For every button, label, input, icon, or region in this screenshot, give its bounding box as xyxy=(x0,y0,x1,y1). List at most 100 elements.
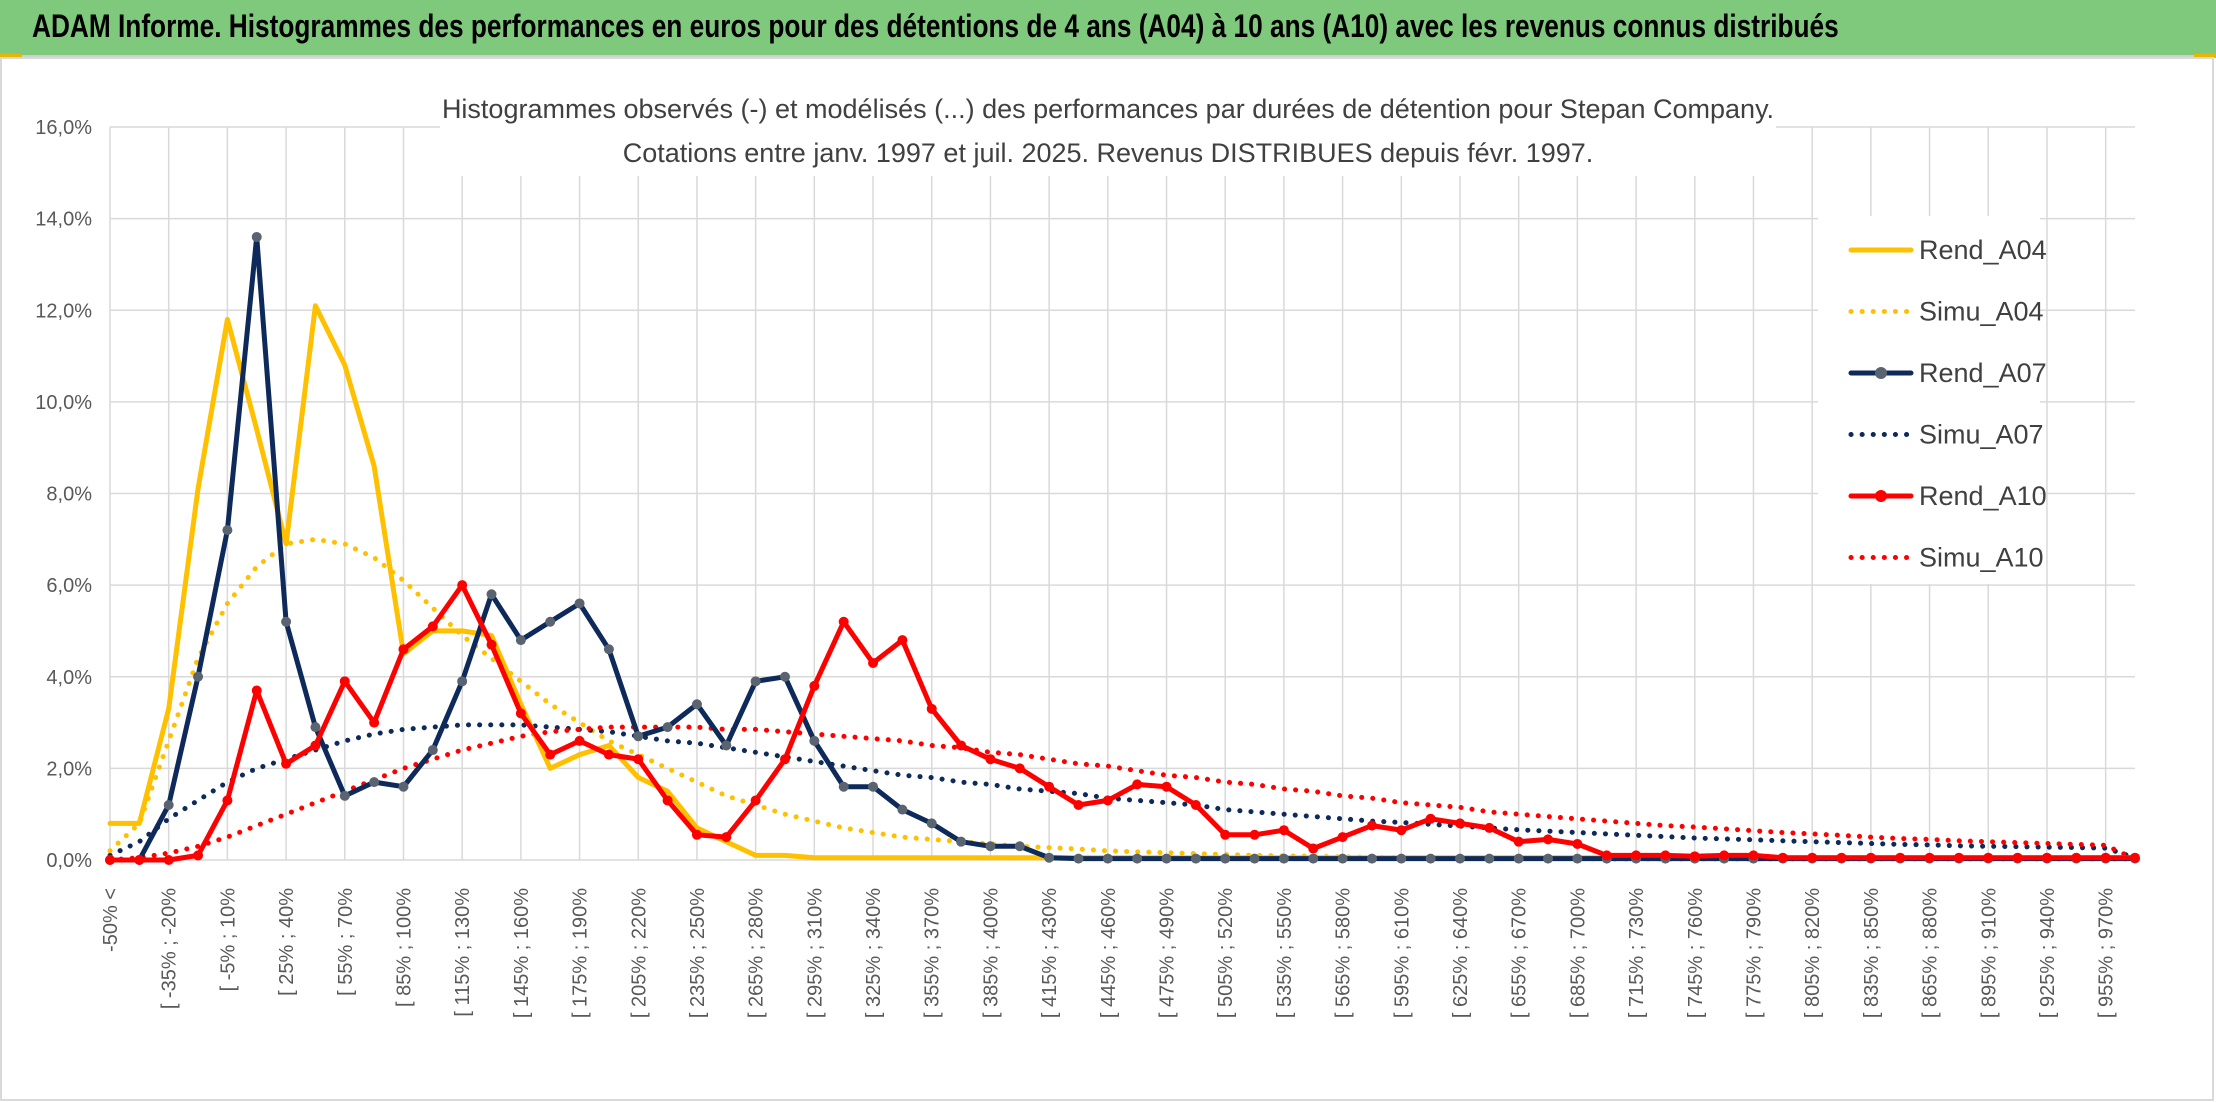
x-tick-label: [ 265% ; 280% xyxy=(746,888,768,1018)
x-tick-label: -50% < xyxy=(100,888,122,952)
chart-border xyxy=(0,57,2214,1101)
corner-accent-left xyxy=(0,54,22,58)
marker-Rend_A07 xyxy=(956,836,967,847)
chart-subtitle: Cotations entre janv. 1997 et juil. 2025… xyxy=(623,138,1594,168)
marker-Rend_A10 xyxy=(926,703,937,714)
marker-Rend_A10 xyxy=(163,855,174,865)
series-line-Simu_A10 xyxy=(107,724,2138,863)
marker-Rend_A10 xyxy=(2071,852,2082,863)
x-tick-label: [ -5% ; 10% xyxy=(217,888,239,992)
marker-Rend_A10 xyxy=(662,795,673,806)
y-tick-label: 12,0% xyxy=(35,300,92,322)
marker-Rend_A10 xyxy=(1337,832,1348,843)
marker-Rend_A07 xyxy=(1513,853,1524,864)
y-tick-label: 4,0% xyxy=(46,667,92,689)
marker-Rend_A07 xyxy=(222,525,233,536)
corner-accent-right xyxy=(2194,54,2216,58)
series-layer xyxy=(105,231,2140,865)
marker-Rend_A07 xyxy=(1044,852,1055,863)
marker-Rend_A07 xyxy=(1190,853,1201,864)
x-tick-label: [ 805% ; 820% xyxy=(1802,888,1824,1018)
marker-Rend_A07 xyxy=(662,722,673,733)
marker-Rend_A07 xyxy=(310,722,321,733)
marker-Rend_A10 xyxy=(486,639,497,650)
marker-Rend_A07 xyxy=(721,740,732,751)
marker-Rend_A07 xyxy=(1161,853,1172,864)
marker-Rend_A07 xyxy=(486,589,497,600)
marker-Rend_A10 xyxy=(1190,800,1201,811)
marker-Rend_A07 xyxy=(1366,853,1377,864)
x-tick-label: [ 865% ; 880% xyxy=(1920,888,1942,1018)
x-tick-label: [ 115% ; 130% xyxy=(452,888,474,1017)
marker-Rend_A07 xyxy=(1073,853,1084,864)
marker-Rend_A07 xyxy=(1102,853,1113,864)
marker-Rend_A07 xyxy=(163,800,174,811)
marker-Rend_A07 xyxy=(926,818,937,829)
x-tick-label: [ 385% ; 400% xyxy=(980,888,1002,1018)
legend-label-Simu_A10: Simu_A10 xyxy=(1919,543,2044,573)
marker-Rend_A10 xyxy=(1425,813,1436,824)
x-tick-label: [ 955% ; 970% xyxy=(2096,888,2118,1018)
marker-Rend_A07 xyxy=(691,699,702,710)
x-tick-label: [ 505% ; 520% xyxy=(1215,888,1237,1018)
marker-Rend_A10 xyxy=(780,754,790,765)
marker-Rend_A07 xyxy=(193,671,204,682)
y-tick-label: 2,0% xyxy=(46,758,92,780)
marker-Rend_A10 xyxy=(1543,834,1554,845)
x-tick-label: [ -35% ; -20% xyxy=(159,888,181,1009)
marker-Rend_A10 xyxy=(1278,825,1289,836)
marker-Rend_A10 xyxy=(427,621,438,632)
series-line-Simu_A07 xyxy=(107,722,2138,861)
marker-Rend_A10 xyxy=(1220,829,1231,840)
marker-Rend_A10 xyxy=(1836,852,1847,863)
marker-Rend_A10 xyxy=(1073,800,1084,811)
y-tick-label: 0,0% xyxy=(46,850,92,872)
marker-Rend_A10 xyxy=(1249,829,1260,840)
legend-backdrop xyxy=(1818,216,2040,584)
marker-Rend_A10 xyxy=(1748,850,1759,861)
marker-Rend_A10 xyxy=(1983,852,1994,863)
marker-Rend_A10 xyxy=(603,749,614,760)
x-tick-label: [ 25% ; 40% xyxy=(276,888,298,996)
marker-Rend_A10 xyxy=(633,754,644,765)
x-tick-label: [ 775% ; 790% xyxy=(1743,888,1765,1018)
marker-Rend_A10 xyxy=(515,708,526,719)
x-tick-label: [ 745% ; 760% xyxy=(1685,888,1707,1018)
marker-Rend_A10 xyxy=(1895,852,1906,863)
marker-Rend_A07 xyxy=(985,841,996,852)
marker-Rend_A10 xyxy=(1807,852,1818,863)
marker-Rend_A10 xyxy=(956,740,967,751)
marker-Rend_A07 xyxy=(1572,853,1583,864)
marker-Rend_A07 xyxy=(750,676,761,687)
marker-Rend_A10 xyxy=(985,754,996,765)
y-tick-label: 16,0% xyxy=(35,117,92,139)
marker-Rend_A07 xyxy=(1014,841,1025,852)
x-tick-label: [ 565% ; 580% xyxy=(1333,888,1355,1018)
marker-Rend_A07 xyxy=(1220,853,1231,864)
marker-Rend_A10 xyxy=(1924,852,1935,863)
marker-Rend_A07 xyxy=(1396,853,1407,864)
legend-label-Rend_A04: Rend_A04 xyxy=(1919,235,2047,265)
marker-Rend_A10 xyxy=(369,717,380,728)
marker-Rend_A10 xyxy=(1396,825,1407,836)
report-title: ADAM Informe. Histogrammes des performan… xyxy=(32,8,1839,44)
x-tick-label: [ 895% ; 910% xyxy=(1978,888,2000,1018)
marker-Rend_A07 xyxy=(868,781,879,792)
marker-Rend_A07 xyxy=(1278,853,1289,864)
legend-marker xyxy=(1875,490,1887,502)
marker-Rend_A10 xyxy=(574,735,585,746)
series-line-Simu_A04 xyxy=(107,536,2138,862)
chart-title: Histogrammes observés (-) et modélisés (… xyxy=(442,94,1774,124)
marker-Rend_A07 xyxy=(515,635,526,646)
marker-Rend_A07 xyxy=(1543,853,1554,864)
marker-Rend_A07 xyxy=(574,598,585,609)
x-tick-label: [ 205% ; 220% xyxy=(628,888,650,1018)
marker-Rend_A10 xyxy=(1689,851,1700,862)
legend-label-Rend_A07: Rend_A07 xyxy=(1919,358,2047,388)
marker-Rend_A10 xyxy=(897,635,908,646)
marker-Rend_A10 xyxy=(1572,838,1583,849)
marker-Rend_A07 xyxy=(809,735,820,746)
marker-Rend_A10 xyxy=(1660,850,1671,861)
marker-Rend_A07 xyxy=(457,676,468,687)
